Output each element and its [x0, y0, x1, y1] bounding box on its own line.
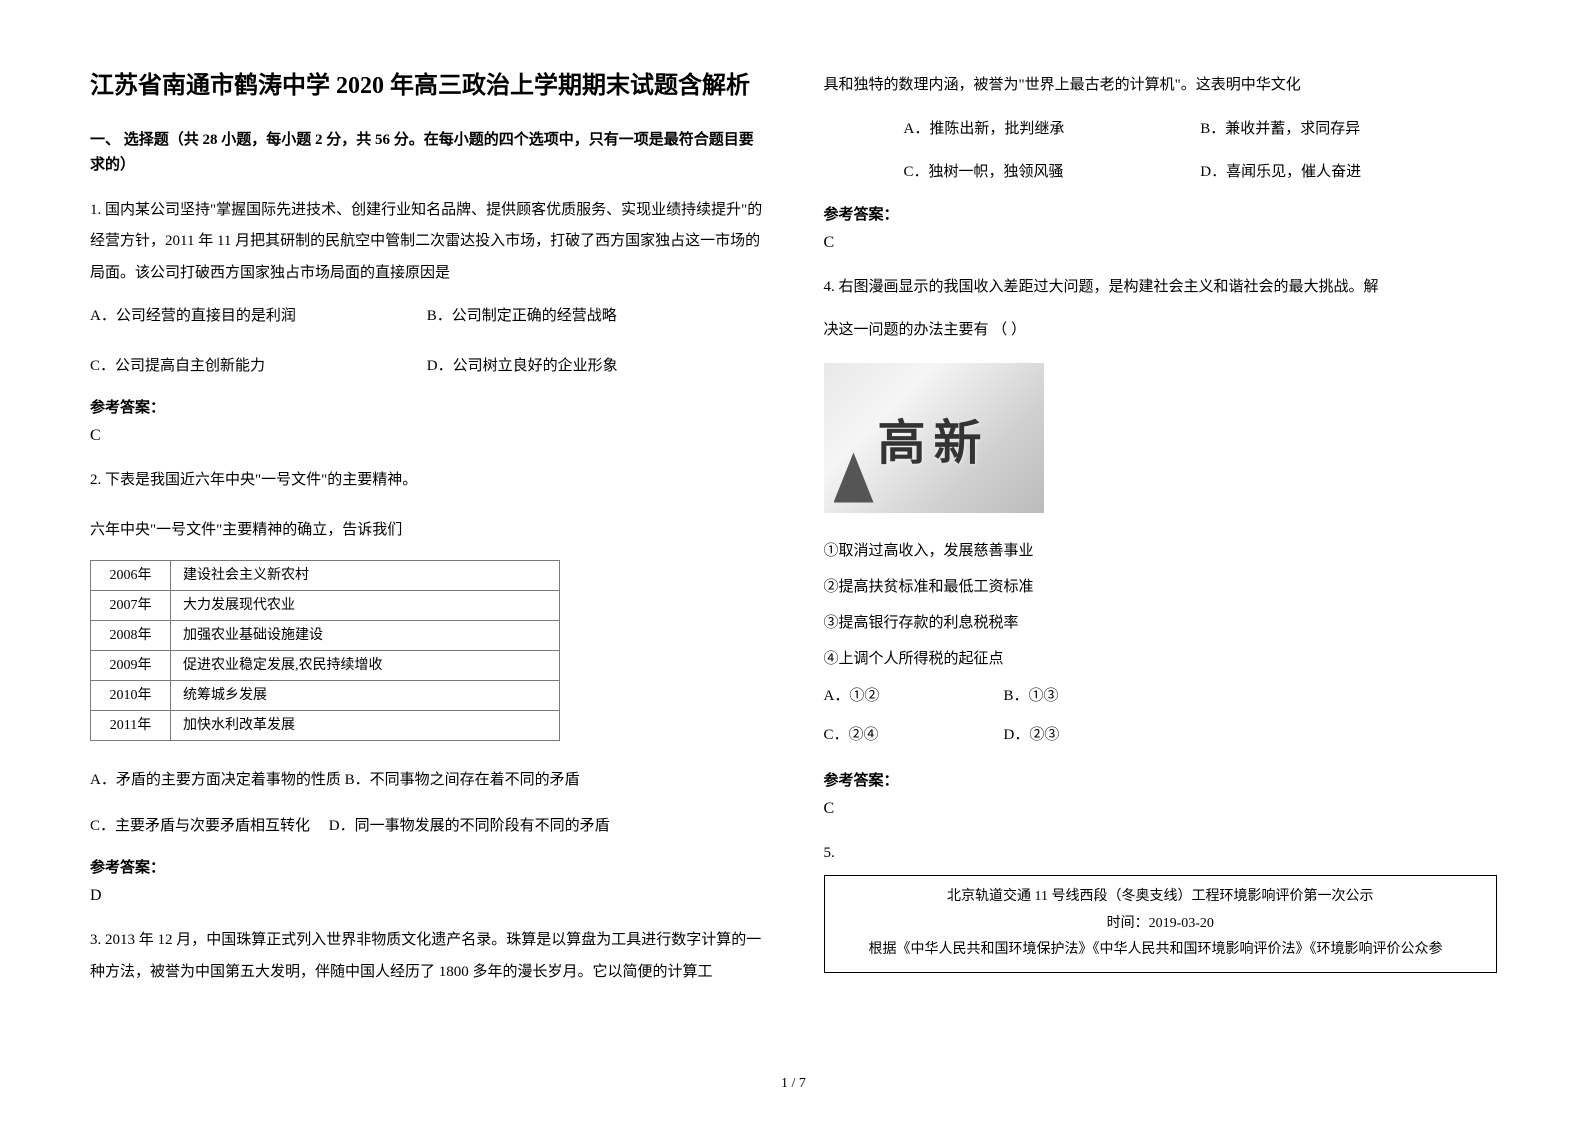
table-cell-content: 加强农业基础设施建设 — [171, 621, 560, 651]
q1-option-c: C．公司提高自主创新能力 — [90, 351, 427, 383]
notice-title: 北京轨道交通 11 号线西段（冬奥支线）工程环境影响评价第一次公示 — [841, 884, 1481, 911]
q1-answer: C — [90, 427, 764, 445]
q1-answer-label: 参考答案： — [90, 396, 764, 417]
question-3-text2: 具和独特的数理内涵，被誉为"世界上最古老的计算机"。这表明中华文化 — [824, 70, 1498, 102]
q3-answer: C — [824, 234, 1498, 252]
q4-answer: C — [824, 800, 1498, 818]
q4-item-1: ①取消过高收入，发展慈善事业 — [824, 533, 1498, 569]
notice-time: 时间：2019-03-20 — [841, 911, 1481, 938]
table-row: 2011年 加快水利改革发展 — [91, 711, 560, 741]
question-3-text: 3. 2013 年 12 月，中国珠算正式列入世界非物质文化遗产名录。珠算是以算… — [90, 925, 764, 988]
q4-choice-b: B．①③ — [1004, 677, 1184, 716]
table-cell-content: 统筹城乡发展 — [171, 681, 560, 711]
q3-option-b: B．兼收并蓄，求同存异 — [1200, 114, 1497, 146]
table-row: 2009年 促进农业稳定发展,农民持续增收 — [91, 651, 560, 681]
q2-option-a: A．矛盾的主要方面决定着事物的性质 — [90, 772, 341, 788]
table-cell-content: 建设社会主义新农村 — [171, 561, 560, 591]
left-column: 江苏省南通市鹤涛中学 2020 年高三政治上学期期末试题含解析 一、 选择题（共… — [90, 70, 764, 1008]
table-cell-year: 2010年 — [91, 681, 171, 711]
question-3-part2: 具和独特的数理内涵，被誉为"世界上最古老的计算机"。这表明中华文化 A．推陈出新… — [824, 70, 1498, 252]
q2-answer-label: 参考答案： — [90, 856, 764, 877]
question-3-part1: 3. 2013 年 12 月，中国珠算正式列入世界非物质文化遗产名录。珠算是以算… — [90, 925, 764, 988]
q2-option-b: B．不同事物之间存在着不同的矛盾 — [345, 772, 580, 788]
table-cell-year: 2006年 — [91, 561, 171, 591]
page-number: 1 / 7 — [0, 1076, 1587, 1092]
q4-choice-a: A．①② — [824, 677, 1004, 716]
question-5-number: 5. — [824, 838, 1498, 870]
cartoon-text: 高新 — [877, 403, 989, 473]
policy-table: 2006年 建设社会主义新农村 2007年 大力发展现代农业 2008年 加强农… — [90, 560, 560, 741]
table-row: 2008年 加强农业基础设施建设 — [91, 621, 560, 651]
q2-option-d: D．同一事物发展的不同阶段有不同的矛盾 — [329, 818, 610, 834]
question-4: 4. 右图漫画显示的我国收入差距过大问题，是构建社会主义和谐社会的最大挑战。解 … — [824, 272, 1498, 818]
q3-option-d: D．喜闻乐见，催人奋进 — [1200, 157, 1497, 189]
question-4-text2: 决这一问题的办法主要有 （ ） — [824, 315, 1498, 347]
q3-option-c: C．独树一帜，独领风骚 — [904, 157, 1201, 189]
q4-item-4: ④上调个人所得税的起征点 — [824, 641, 1498, 677]
table-cell-content: 大力发展现代农业 — [171, 591, 560, 621]
q3-answer-label: 参考答案： — [824, 203, 1498, 224]
q4-choice-d: D．②③ — [1004, 716, 1184, 755]
table-cell-content: 促进农业稳定发展,农民持续增收 — [171, 651, 560, 681]
notice-box: 北京轨道交通 11 号线西段（冬奥支线）工程环境影响评价第一次公示 时间：201… — [824, 875, 1498, 973]
table-cell-year: 2009年 — [91, 651, 171, 681]
table-cell-year: 2011年 — [91, 711, 171, 741]
q4-choices: A．①② B．①③ C．②④ D．②③ — [824, 677, 1498, 755]
question-2-subtext: 六年中央"一号文件"主要精神的确立，告诉我们 — [90, 515, 764, 547]
q4-items: ①取消过高收入，发展慈善事业 ②提高扶贫标准和最低工资标准 ③提高银行存款的利息… — [824, 533, 1498, 677]
notice-body: 根据《中华人民共和国环境保护法》《中华人民共和国环境影响评价法》《环境影响评价公… — [841, 937, 1481, 964]
q3-option-a: A．推陈出新，批判继承 — [904, 114, 1201, 146]
q1-option-d: D．公司树立良好的企业形象 — [427, 351, 764, 383]
q2-option-c: C．主要矛盾与次要矛盾相互转化 — [90, 818, 310, 834]
question-1: 1. 国内某公司坚持"掌握国际先进技术、创建行业知名品牌、提供顾客优质服务、实现… — [90, 195, 764, 446]
q4-item-2: ②提高扶贫标准和最低工资标准 — [824, 569, 1498, 605]
cartoon-image: 高新 — [824, 363, 1044, 513]
q4-item-3: ③提高银行存款的利息税税率 — [824, 605, 1498, 641]
question-2-intro: 2. 下表是我国近六年中央"一号文件"的主要精神。 — [90, 465, 764, 497]
table-row: 2007年 大力发展现代农业 — [91, 591, 560, 621]
q2-answer: D — [90, 887, 764, 905]
question-1-text: 1. 国内某公司坚持"掌握国际先进技术、创建行业知名品牌、提供顾客优质服务、实现… — [90, 195, 764, 290]
table-cell-year: 2008年 — [91, 621, 171, 651]
page-title: 江苏省南通市鹤涛中学 2020 年高三政治上学期期末试题含解析 — [90, 70, 764, 104]
question-4-text: 4. 右图漫画显示的我国收入差距过大问题，是构建社会主义和谐社会的最大挑战。解 — [824, 272, 1498, 304]
table-row: 2010年 统筹城乡发展 — [91, 681, 560, 711]
q4-choice-c: C．②④ — [824, 716, 1004, 755]
q1-option-b: B．公司制定正确的经营战略 — [427, 301, 764, 333]
right-column: 具和独特的数理内涵，被誉为"世界上最古老的计算机"。这表明中华文化 A．推陈出新… — [824, 70, 1498, 1008]
table-cell-content: 加快水利改革发展 — [171, 711, 560, 741]
table-row: 2006年 建设社会主义新农村 — [91, 561, 560, 591]
section-header: 一、 选择题（共 28 小题，每小题 2 分，共 56 分。在每小题的四个选项中… — [90, 128, 764, 179]
question-5: 5. 北京轨道交通 11 号线西段（冬奥支线）工程环境影响评价第一次公示 时间：… — [824, 838, 1498, 973]
question-2: 2. 下表是我国近六年中央"一号文件"的主要精神。 六年中央"一号文件"主要精神… — [90, 465, 764, 905]
q1-option-a: A．公司经营的直接目的是利润 — [90, 301, 427, 333]
q4-answer-label: 参考答案： — [824, 769, 1498, 790]
table-cell-year: 2007年 — [91, 591, 171, 621]
